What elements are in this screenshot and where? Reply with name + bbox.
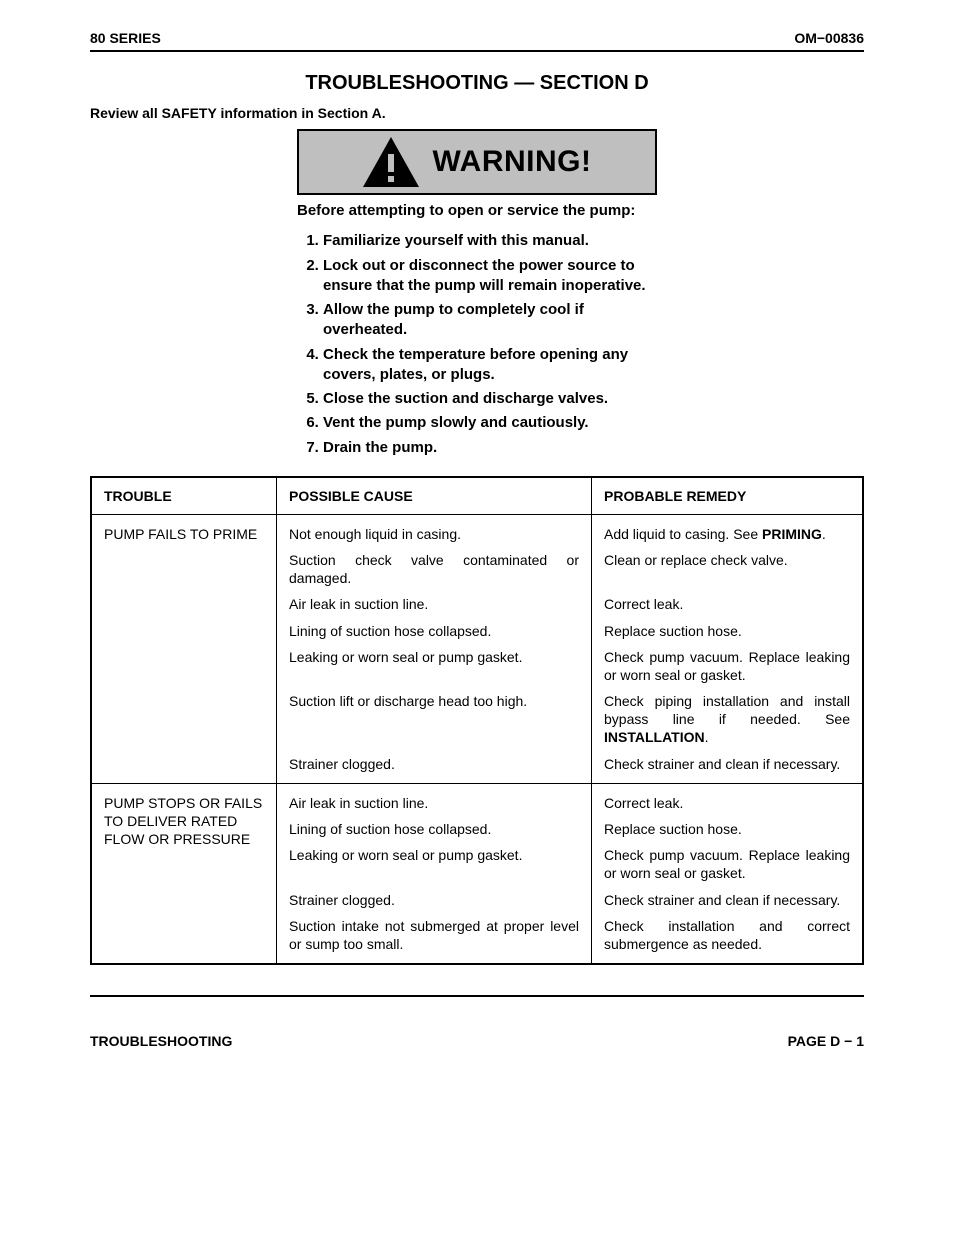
trouble-cell: PUMP FAILS TO PRIME [91,514,277,783]
page-header: 80 SERIES OM−00836 [90,30,864,50]
cause-cell: Lining of suction hose collapsed. [277,618,592,644]
page: 80 SERIES OM−00836 TROUBLESHOOTING — SEC… [0,0,954,1069]
footer-rule [90,995,864,997]
trouble-cell: PUMP STOPS OR FAILS TO DELIVER RATED FLO… [91,783,277,964]
warning-box: WARNING! [297,129,657,195]
warning-item: Allow the pump to completely cool if ove… [323,300,657,341]
cause-cell: Suction check valve contaminated or dama… [277,547,592,591]
section-title: TROUBLESHOOTING — SECTION D [90,72,864,95]
cause-cell: Air leak in suction line. [277,591,592,617]
remedy-cell: Check strainer and clean if necessary. [592,751,864,784]
cause-cell: Suction lift or discharge head too high. [277,688,592,751]
cause-cell: Leaking or worn seal or pump gasket. [277,644,592,688]
footer-right: PAGE D − 1 [788,1033,864,1049]
warning-item: Check the temperature before opening any… [323,345,657,386]
warning-item: Vent the pump slowly and cautiously. [323,413,657,433]
remedy-cell: Add liquid to casing. See PRIMING. [592,514,864,547]
th-trouble: TROUBLE [91,477,277,515]
cause-cell: Suction intake not submerged at proper l… [277,913,592,964]
cause-cell: Strainer clogged. [277,751,592,784]
header-left: 80 SERIES [90,30,161,46]
warning-label: WARNING! [433,145,592,179]
cause-cell: Leaking or worn seal or pump gasket. [277,842,592,886]
warning-list: Familiarize yourself with this manual. L… [297,231,657,458]
warning-triangle-icon [363,137,419,187]
page-footer: TROUBLESHOOTING PAGE D − 1 [90,1027,864,1049]
cause-cell: Strainer clogged. [277,887,592,913]
warning-block: WARNING! Before attempting to open or se… [297,129,657,458]
th-remedy: PROBABLE REMEDY [592,477,864,515]
warning-item: Close the suction and discharge valves. [323,389,657,409]
remedy-cell: Correct leak. [592,591,864,617]
remedy-cell: Check pump vacuum. Replace leaking or wo… [592,842,864,886]
warning-item: Drain the pump. [323,438,657,458]
cause-cell: Lining of suction hose collapsed. [277,816,592,842]
review-line: Review all SAFETY information in Section… [90,105,864,121]
warning-item: Lock out or disconnect the power source … [323,256,657,297]
remedy-cell: Correct leak. [592,783,864,816]
remedy-cell: Replace suction hose. [592,816,864,842]
warning-item: Familiarize yourself with this manual. [323,231,657,251]
remedy-cell: Check piping installation and install by… [592,688,864,751]
remedy-cell: Check installation and correct submergen… [592,913,864,964]
cause-cell: Not enough liquid in casing. [277,514,592,547]
remedy-cell: Check strainer and clean if necessary. [592,887,864,913]
remedy-cell: Replace suction hose. [592,618,864,644]
th-cause: POSSIBLE CAUSE [277,477,592,515]
remedy-cell: Clean or replace check valve. [592,547,864,591]
troubleshoot-table: TROUBLE POSSIBLE CAUSE PROBABLE REMEDY P… [90,476,864,965]
remedy-cell: Check pump vacuum. Replace leaking or wo… [592,644,864,688]
cause-cell: Air leak in suction line. [277,783,592,816]
warning-before: Before attempting to open or service the… [297,201,657,221]
footer-left: TROUBLESHOOTING [90,1033,232,1049]
header-right: OM−00836 [794,30,864,46]
header-rule [90,50,864,52]
table-header-row: TROUBLE POSSIBLE CAUSE PROBABLE REMEDY [91,477,863,515]
table-row: PUMP STOPS OR FAILS TO DELIVER RATED FLO… [91,783,863,816]
table-row: PUMP FAILS TO PRIME Not enough liquid in… [91,514,863,547]
